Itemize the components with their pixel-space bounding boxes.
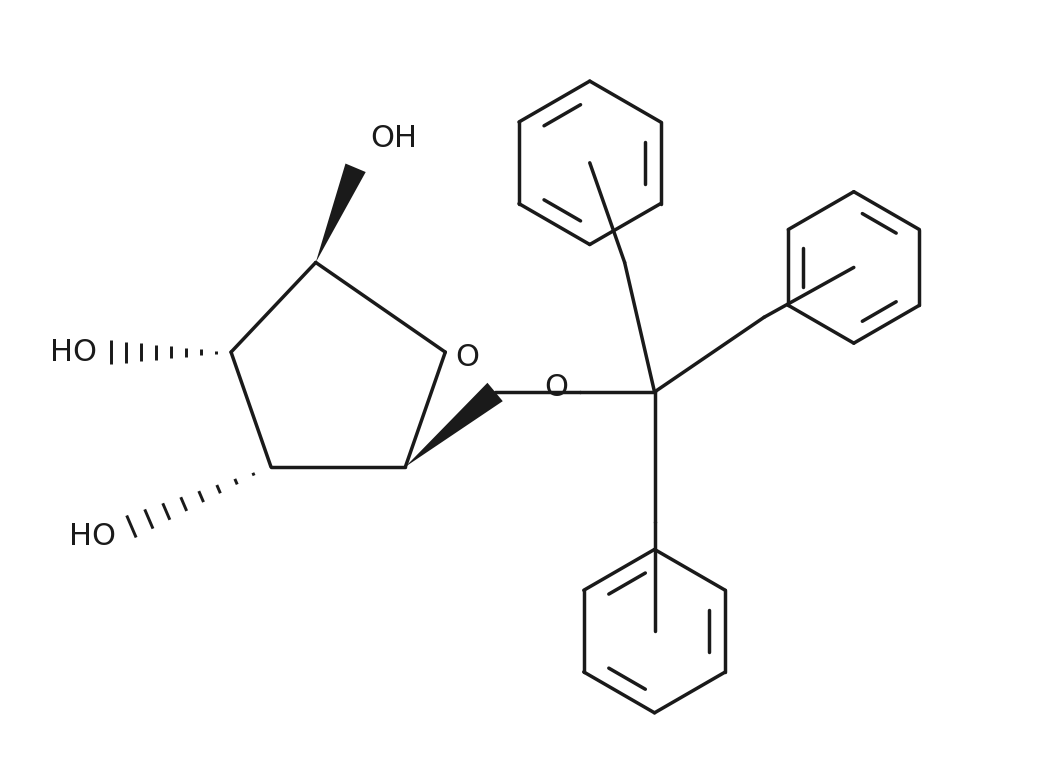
Polygon shape [316,164,366,262]
Text: O: O [455,343,479,371]
Text: HO: HO [49,337,96,367]
Polygon shape [406,383,503,467]
Text: O: O [544,374,568,402]
Text: HO: HO [69,522,116,551]
Text: OH: OH [370,124,417,153]
